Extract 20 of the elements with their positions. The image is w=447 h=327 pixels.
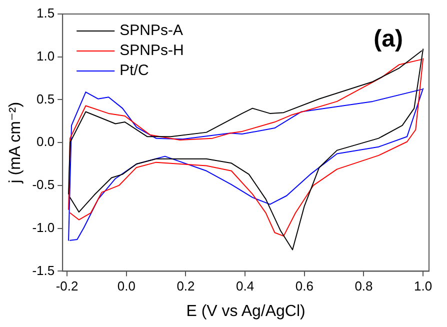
y-tick-label: 0.5 <box>36 91 55 106</box>
x-tick-label: 0.2 <box>176 278 195 294</box>
x-tick-label: -0.2 <box>56 278 78 294</box>
y-tick-label: 0.0 <box>36 134 55 150</box>
y-tick-label: -1.5 <box>32 262 55 278</box>
y-tick-label: -0.5 <box>32 177 55 192</box>
y-tick-label: 1.0 <box>36 48 55 64</box>
y-axis-title: j (mA cm⁻²) <box>7 102 24 184</box>
annotation: (a) <box>374 26 403 53</box>
legend-label: SPNPs-A <box>120 22 183 40</box>
x-tick-label: 0.0 <box>117 278 136 294</box>
x-tick-label: 0.8 <box>354 278 373 294</box>
x-tick-label: 0.6 <box>295 278 314 294</box>
legend-label: Pt/C <box>120 62 149 80</box>
x-tick-label: 1.0 <box>414 278 432 294</box>
x-axis-title: E (V vs Ag/AgCl) <box>186 302 306 320</box>
y-tick-label: -1.0 <box>32 220 55 235</box>
legend-label: SPNPs-H <box>120 42 184 60</box>
y-tick-label: 1.5 <box>36 6 55 21</box>
x-tick-label: 0.4 <box>236 278 254 294</box>
